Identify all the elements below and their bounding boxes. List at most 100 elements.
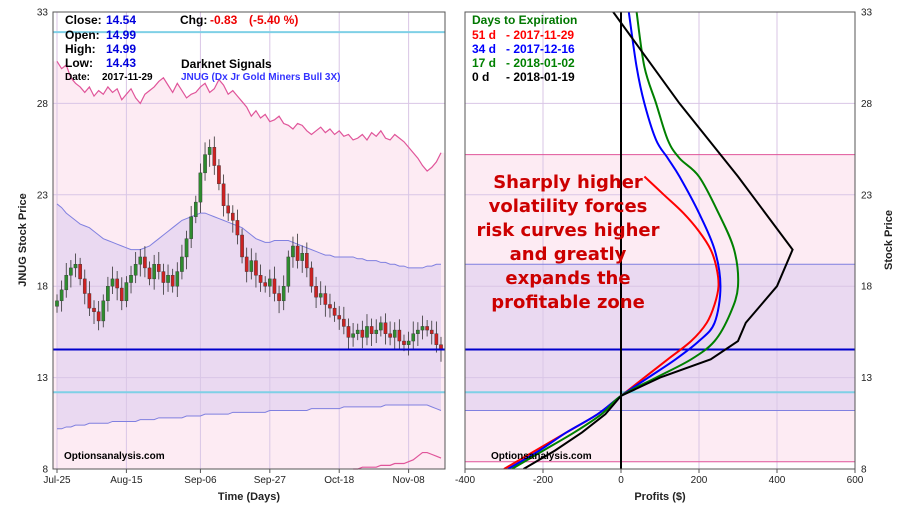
candle-body xyxy=(318,293,323,298)
outer-lower-band-line xyxy=(353,451,442,470)
candle-body xyxy=(87,293,92,309)
candle-body xyxy=(295,245,300,261)
candle-body xyxy=(281,286,286,302)
candle-body xyxy=(92,307,96,312)
legend-days-0: 51 d xyxy=(472,28,496,42)
legend-days-3: 0 d xyxy=(472,70,489,84)
candle-body xyxy=(221,183,226,206)
candles xyxy=(55,136,443,362)
candle-body xyxy=(351,333,355,338)
volatility-band-fill xyxy=(57,203,441,429)
candle-body xyxy=(328,304,332,309)
candle-body xyxy=(258,275,263,283)
annotation-line: and greatly xyxy=(510,244,627,265)
candle-body xyxy=(217,165,221,185)
candle-body xyxy=(184,238,189,258)
legend-days-2: 17 d xyxy=(472,56,496,70)
price-x-tick: Sep-06 xyxy=(184,475,217,486)
candle-body xyxy=(96,311,101,322)
candle-body xyxy=(203,154,207,174)
risk-curves xyxy=(503,12,794,469)
candle-body xyxy=(360,329,365,338)
legend-date-3: - 2018-01-19 xyxy=(506,70,575,84)
candle-body xyxy=(119,287,124,302)
candle-body xyxy=(388,333,392,338)
candle-body xyxy=(383,322,388,334)
legend-date-2: - 2018-01-02 xyxy=(506,56,575,70)
risk-y-ticks: 8 13 18 23 28 33 xyxy=(861,8,873,476)
price-y-tick: 33 xyxy=(37,8,49,19)
candle-body xyxy=(300,253,305,261)
price-x-axis-title: Time (Days) xyxy=(218,491,280,503)
legend-date-1: - 2017-12-16 xyxy=(506,42,575,56)
candle-body xyxy=(124,282,129,302)
candle-body xyxy=(55,300,59,307)
candle-body xyxy=(342,318,346,327)
price-y-tick: 13 xyxy=(37,373,49,384)
legend-title: Days to Expiration xyxy=(472,13,577,27)
price-y-tick: 8 xyxy=(42,465,48,476)
candle-body xyxy=(272,278,277,294)
candle-body xyxy=(397,329,402,342)
price-x-tick: Oct-18 xyxy=(324,475,354,486)
price-y-tick: 23 xyxy=(37,190,49,201)
risk-y-tick: 28 xyxy=(861,99,873,110)
candle-body xyxy=(115,278,119,289)
candle-body xyxy=(226,205,230,214)
risk-curve-1 xyxy=(507,12,722,469)
candle-body xyxy=(193,201,198,217)
candle-body xyxy=(147,267,152,280)
legend-days-1: 34 d xyxy=(472,42,496,56)
annotation: Sharply higher volatility forces risk curv… xyxy=(476,172,659,313)
chart-title: Darknet Signals xyxy=(181,57,272,71)
candle-body xyxy=(416,329,420,334)
candle-body xyxy=(268,278,272,287)
candle-body xyxy=(244,256,249,272)
price-x-tick: Sep-27 xyxy=(254,475,287,486)
price-watermark: Optionsanalysis.com xyxy=(64,451,165,462)
candle-body xyxy=(402,340,406,345)
candle-body xyxy=(82,278,87,294)
candle-body xyxy=(175,271,180,287)
chg-value: -0.83 xyxy=(210,13,238,27)
price-y-ticks: 8 13 18 23 28 33 xyxy=(37,8,49,476)
risk-y-tick: 18 xyxy=(861,282,873,293)
candle-body xyxy=(346,326,351,338)
candle-body xyxy=(101,300,106,322)
candle-body xyxy=(133,264,138,276)
candle-body xyxy=(406,340,411,345)
chart-subtitle: JNUG (Dx Jr Gold Miners Bull 3X) xyxy=(181,72,340,83)
candle-body xyxy=(249,260,254,272)
candle-body xyxy=(161,271,166,283)
candle-body xyxy=(143,256,147,269)
upper-band-line xyxy=(56,203,441,269)
candle-body xyxy=(425,326,429,331)
candle-body xyxy=(138,256,143,265)
candle-body xyxy=(156,264,161,272)
candle-body xyxy=(429,329,434,334)
candle-body xyxy=(379,322,383,331)
candle-body xyxy=(434,333,439,345)
close-label: Close: xyxy=(65,13,102,27)
candle-body xyxy=(170,275,175,287)
low-value: 14.43 xyxy=(106,56,136,70)
price-x-tick: Jul-25 xyxy=(43,475,71,486)
close-value: 14.54 xyxy=(106,13,136,27)
legend-date-0: - 2017-11-29 xyxy=(506,28,574,42)
risk-curve-2 xyxy=(511,12,740,469)
candle-body xyxy=(106,286,110,302)
risk-x-axis-title: Profits ($) xyxy=(634,491,686,503)
candle-body xyxy=(254,260,258,276)
risk-y-axis-title: Stock Price xyxy=(883,210,895,270)
candle-body xyxy=(240,234,244,258)
price-chart: 8 13 18 23 28 33 Jul-25 Aug-15 Sep-06 Sep-27 Oct-… xyxy=(17,8,446,503)
candle-body xyxy=(365,326,369,338)
lower-band-line xyxy=(57,404,442,430)
risk-y-tick: 23 xyxy=(861,190,873,201)
candle-body xyxy=(69,267,73,276)
risk-x-tick: 400 xyxy=(769,475,786,486)
price-y-tick: 18 xyxy=(37,282,49,293)
candle-body xyxy=(263,282,267,287)
candle-body xyxy=(231,212,235,221)
price-x-ticks: Jul-25 Aug-15 Sep-06 Sep-27 Oct-18 Nov-08 xyxy=(43,469,425,486)
